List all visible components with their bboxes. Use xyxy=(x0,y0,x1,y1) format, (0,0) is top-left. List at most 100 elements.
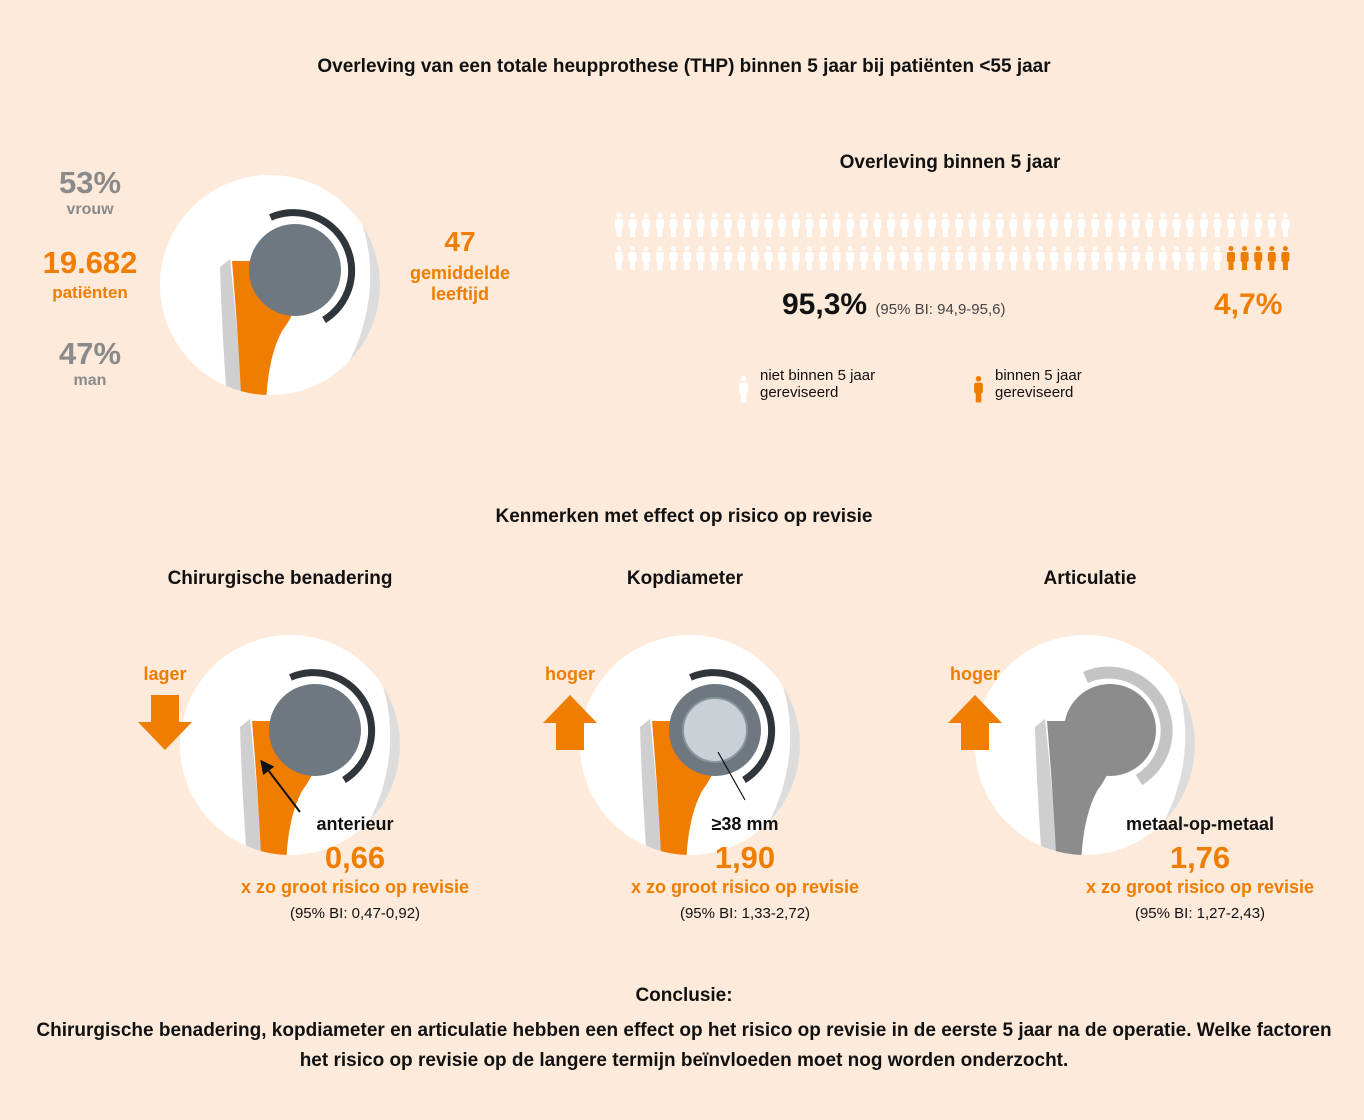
person-icon xyxy=(724,246,732,270)
female-pct: 53% xyxy=(59,165,121,201)
hip-illustration xyxy=(180,610,430,880)
person-head xyxy=(1215,213,1220,218)
person-head xyxy=(739,213,744,218)
male-label: man xyxy=(74,372,107,390)
person-head xyxy=(793,246,798,251)
person-icon xyxy=(642,246,650,270)
person-icon xyxy=(697,213,705,237)
person-head xyxy=(875,213,880,218)
person-icon xyxy=(1091,246,1099,270)
person-icon xyxy=(724,213,732,237)
person-icon xyxy=(1064,213,1072,237)
person-legs xyxy=(984,260,989,270)
person-legs xyxy=(685,260,690,270)
person-legs xyxy=(1188,260,1193,270)
person-head xyxy=(1269,213,1274,218)
person-legs xyxy=(1242,260,1247,270)
person-head xyxy=(1201,213,1206,218)
person-legs xyxy=(943,227,948,237)
person-legs xyxy=(861,227,866,237)
person-legs xyxy=(1269,260,1274,270)
person-icon xyxy=(669,246,677,270)
person-head xyxy=(1093,213,1098,218)
person-icon xyxy=(1091,213,1099,237)
person-head xyxy=(1133,246,1138,251)
person-icon xyxy=(1281,246,1289,270)
person-legs xyxy=(929,227,934,237)
value-caption: x zo groot risico op revisie xyxy=(631,877,859,898)
person-icon xyxy=(1023,246,1031,270)
person-legs xyxy=(793,260,798,270)
person-legs xyxy=(712,227,717,237)
person-legs xyxy=(875,260,880,270)
person-icon xyxy=(1241,213,1249,237)
person-head xyxy=(1269,246,1274,251)
person-head xyxy=(698,213,703,218)
person-head xyxy=(821,213,826,218)
person-icon xyxy=(996,246,1004,270)
person-icon xyxy=(819,246,827,270)
person-legs xyxy=(1188,227,1193,237)
person-icon xyxy=(1050,213,1058,237)
person-icon xyxy=(914,246,922,270)
person-head xyxy=(1188,213,1193,218)
person-legs xyxy=(698,260,703,270)
person-legs xyxy=(807,227,812,237)
person-legs xyxy=(1106,227,1111,237)
person-legs xyxy=(685,227,690,237)
person-icon xyxy=(737,246,745,270)
person-legs xyxy=(1229,227,1234,237)
person-icon xyxy=(846,213,854,237)
direction-label: hoger xyxy=(545,664,595,685)
person-head xyxy=(1011,213,1016,218)
person-head xyxy=(1161,213,1166,218)
person-legs xyxy=(1283,260,1288,270)
person-icon xyxy=(860,213,868,237)
person-legs xyxy=(997,260,1002,270)
person-head xyxy=(1025,213,1030,218)
person-head xyxy=(766,213,771,218)
not-revised-ci: (95% BI: 94,9-95,6) xyxy=(875,301,1005,318)
person-head xyxy=(1242,246,1247,251)
panel-heading: Articulatie xyxy=(1044,568,1137,590)
person-head xyxy=(753,213,758,218)
person-head xyxy=(848,213,853,218)
person-legs xyxy=(1038,260,1043,270)
person-head xyxy=(889,213,894,218)
person-legs xyxy=(766,227,771,237)
person-legs xyxy=(1052,227,1057,237)
person-head xyxy=(943,213,948,218)
person-head xyxy=(1133,213,1138,218)
person-icon xyxy=(969,213,977,237)
panel-value: 1,76 xyxy=(1170,840,1230,876)
person-legs xyxy=(1011,227,1016,237)
person-icon xyxy=(1118,213,1126,237)
person-head xyxy=(848,246,853,251)
person-icon xyxy=(1173,246,1181,270)
person-head xyxy=(1106,246,1111,251)
person-head xyxy=(1229,246,1234,251)
graphics xyxy=(0,0,1364,1120)
person-legs xyxy=(698,227,703,237)
person-head xyxy=(671,246,676,251)
not-revised-value: 95,3% xyxy=(782,288,867,321)
person-legs xyxy=(1093,227,1098,237)
person-legs xyxy=(1147,227,1152,237)
person-icon xyxy=(669,213,677,237)
person-legs xyxy=(943,260,948,270)
person-legs xyxy=(916,260,921,270)
person-head xyxy=(1161,246,1166,251)
person-legs xyxy=(902,260,907,270)
person-head xyxy=(685,246,690,251)
person-icon xyxy=(792,213,800,237)
person-icon xyxy=(1281,213,1289,237)
person-head xyxy=(916,213,921,218)
panel-ci: (95% BI: 1,27-2,43) xyxy=(1135,905,1265,922)
person-legs xyxy=(970,260,975,270)
person-legs xyxy=(997,227,1002,237)
person-icon xyxy=(778,213,786,237)
person-head xyxy=(1120,213,1125,218)
person-legs xyxy=(848,227,853,237)
person-icon xyxy=(928,213,936,237)
person-icon xyxy=(819,213,827,237)
